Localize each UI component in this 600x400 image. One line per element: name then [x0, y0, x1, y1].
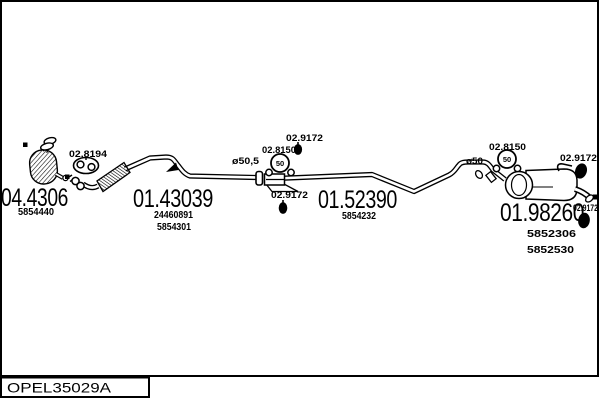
hanger-icon-rear-top [574, 163, 588, 179]
pipe-coupling-block [484, 170, 498, 184]
fitting-code-clamp-mid: 02.8150 [262, 145, 296, 155]
silencer-end-cap [504, 170, 534, 200]
catalyst-body [28, 149, 59, 185]
rubber-mount-icon [72, 156, 100, 175]
fitting-code-clamp-rear: 02.8150 [489, 142, 526, 152]
oem-number: 5854232 [342, 210, 376, 222]
middle-joint [255, 170, 299, 193]
clamp-size-text: 50 [503, 155, 511, 164]
flange-bolt-hole [71, 176, 80, 186]
part-code-centre-pipe: 01.52390 [318, 186, 397, 214]
drawing-frame [0, 0, 599, 377]
part-code-rear-silencer: 01.98260 [500, 199, 584, 227]
oem-number: 24460891 [154, 209, 193, 221]
oem-number: 5852530 [527, 244, 574, 256]
mount-marker-square [65, 174, 70, 179]
pipe-coupling-sleeve [474, 170, 484, 179]
flex-pipe-section [96, 161, 131, 193]
rear-silencer-drawing [504, 163, 595, 203]
clamp-size-text: 50 [276, 159, 284, 168]
fitting-code-hanger-rear-bottom: 02.9172 [573, 203, 598, 213]
fitting-code-nut-mid-top: 02.9172 [286, 133, 323, 143]
mount-marker-square [23, 142, 28, 147]
pipe-end-flange [255, 170, 264, 186]
hanger-icon-rear-bottom [578, 212, 590, 229]
mount-marker-square [593, 194, 598, 200]
part-code-front-pipe: 01.43039 [133, 185, 213, 213]
diameter-label-rear: ø50 [466, 156, 483, 167]
centre-pipe-drawing [275, 159, 507, 195]
oem-number: 5854440 [18, 206, 54, 218]
oem-number: 5852306 [527, 228, 576, 240]
clamp-icon-mid: 50 [265, 153, 295, 177]
tail-pipe-tip [584, 194, 595, 203]
fitting-code-nut-mid-bottom: 02.9172 [271, 190, 308, 200]
nut-icon-mid-top [293, 142, 303, 155]
oem-number: 5854301 [157, 221, 191, 233]
part-code-catalyst: 04.4306 [1, 184, 68, 212]
nut-icon-mid-bottom [278, 200, 288, 214]
fitting-code-hanger-rear-top: 02.9172 [560, 153, 597, 163]
drawing-number-box [0, 376, 150, 398]
catalyst-drawing [28, 136, 85, 191]
drawing-number-label: OPEL35029A [7, 380, 112, 396]
flow-direction-arrow [166, 162, 179, 172]
fitting-code-rubber-mount: 02.8194 [69, 149, 107, 159]
flange-bolt-hole [76, 181, 85, 191]
hanger-rod [556, 163, 573, 172]
diameter-label-front: ø50,5 [232, 156, 260, 167]
clamp-icon-rear: 50 [492, 149, 522, 173]
